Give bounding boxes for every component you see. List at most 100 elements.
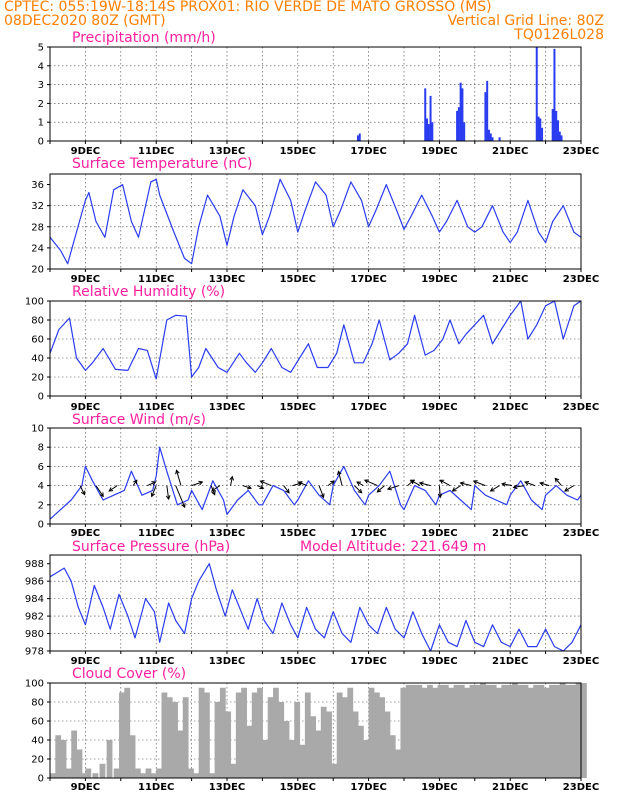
cloud-bar — [517, 684, 524, 778]
cloud-bar — [145, 768, 152, 778]
cloud-bar — [241, 687, 247, 778]
cloud-bar — [55, 735, 62, 778]
precip-ytick-label: 2 — [38, 99, 44, 110]
cloud-bar — [294, 702, 301, 778]
precip-xtick-label: 21DEC — [492, 146, 528, 157]
cloud-bar — [565, 684, 571, 778]
cloud-bar — [257, 687, 263, 778]
cloud-xtick-label: 17DEC — [350, 782, 386, 793]
wind-arrow — [490, 485, 500, 492]
cloud-bar — [140, 773, 147, 778]
cloud-bar — [304, 692, 311, 778]
cloud-bar — [549, 684, 555, 778]
temp-xtick-label: 9DEC — [71, 274, 100, 285]
precip-bar — [429, 95, 432, 141]
cloud-bar — [177, 730, 184, 778]
cloud-bar — [326, 711, 332, 778]
cloud-xtick-label: 23DEC — [563, 782, 599, 793]
cloud-bar — [368, 687, 375, 778]
wind-xtick-label: 9DEC — [71, 528, 100, 539]
rh-ytick-label: 100 — [25, 297, 44, 308]
cloud-bar — [310, 716, 316, 778]
pressure-xtick-label: 21DEC — [492, 656, 528, 667]
wind-arrow — [513, 485, 525, 488]
wind-arrow — [364, 479, 378, 487]
wind-arrow-head — [210, 487, 216, 492]
wind-ytick-label: 0 — [38, 520, 44, 531]
cloud-xtick-label: 21DEC — [492, 782, 528, 793]
temp-frame — [49, 173, 582, 270]
wind-arrow-head — [297, 481, 303, 486]
wind-ytick-label: 8 — [38, 443, 44, 454]
wind-arrow — [564, 485, 575, 492]
wind-xtick-label: 13DEC — [209, 528, 245, 539]
cloud-bar — [288, 740, 295, 778]
pressure-ytick-label: 986 — [25, 577, 44, 588]
cloud-bar — [50, 773, 56, 778]
wind-arrow — [419, 482, 431, 487]
pressure-panel: Surface Pressure (hPa) 978 980 982 984 986 988… — [25, 539, 599, 667]
temp-xtick-label: 13DEC — [209, 274, 245, 285]
precip-bar — [484, 92, 487, 141]
precip-bar — [487, 129, 490, 141]
rh-xtick-label: 19DEC — [421, 402, 457, 413]
wind-arrow-head — [356, 481, 361, 486]
cloud-bar — [71, 730, 78, 778]
precip-bar — [491, 137, 494, 141]
wind-arrow-head — [229, 475, 235, 481]
cloud-bar — [511, 683, 518, 778]
wind-arrow-head — [150, 492, 156, 498]
cloud-ytick-label: 40 — [31, 736, 44, 747]
wind-arrow — [337, 471, 343, 486]
wind-arrow-head — [81, 490, 86, 496]
cloud-bar — [411, 684, 417, 778]
cloud-bar — [347, 687, 354, 778]
cloud-bar — [230, 763, 237, 778]
rh-xtick-label: 21DEC — [492, 402, 528, 413]
wind-arrow-head — [108, 487, 114, 492]
cloud-bar — [496, 687, 502, 778]
model-altitude-label: Model Altitude: 221.649 m — [300, 539, 486, 555]
cloud-xtick-label: 11DEC — [138, 782, 174, 793]
rh-frame — [49, 300, 582, 397]
wind-ytick-label: 4 — [38, 481, 44, 492]
wind-xtick-label: 21DEC — [492, 528, 528, 539]
wind-arrow — [377, 485, 385, 493]
wind-title: Surface Wind (m/s) — [72, 412, 206, 428]
cloud-bar — [134, 768, 141, 778]
cloud-bar — [76, 749, 83, 778]
cloud-xtick-label: 13DEC — [209, 782, 245, 793]
pressure-xtick-label: 15DEC — [280, 656, 316, 667]
precip-bar — [558, 131, 561, 141]
cloud-bar — [161, 692, 168, 778]
cloud-bar — [81, 773, 88, 778]
header-model-code: TQ0126L028 — [514, 27, 604, 43]
rh-title: Relative Humidity (%) — [72, 284, 225, 300]
cloud-bar — [427, 684, 433, 778]
cloud-bar — [538, 684, 545, 778]
pressure-xtick-label: 13DEC — [209, 656, 245, 667]
wind-arrow-head — [501, 482, 507, 487]
cloud-bar — [581, 683, 587, 778]
precip-ytick-label: 5 — [38, 43, 44, 54]
wind-ytick-label: 6 — [38, 462, 44, 473]
rh-xtick-label: 15DEC — [280, 402, 316, 413]
cloud-bar — [480, 683, 486, 778]
cloud-bar — [485, 684, 492, 778]
rh-xtick-label: 17DEC — [350, 402, 386, 413]
wind-arrow — [191, 481, 203, 487]
rh-ytick-label: 60 — [31, 335, 44, 346]
cloud-bar — [251, 692, 258, 778]
precip-bar — [456, 110, 459, 141]
cloud-bar — [469, 684, 476, 778]
wind-arrow — [460, 482, 472, 487]
wind-xtick-label: 11DEC — [138, 528, 174, 539]
wind-arrow-head — [320, 493, 325, 499]
wind-ytick-label: 2 — [38, 500, 44, 511]
wind-arrows — [79, 469, 575, 509]
pressure-xtick-label: 9DEC — [71, 656, 100, 667]
wind-arrow — [410, 479, 421, 487]
precip-bar — [489, 133, 492, 141]
cloud-bar — [384, 711, 391, 778]
